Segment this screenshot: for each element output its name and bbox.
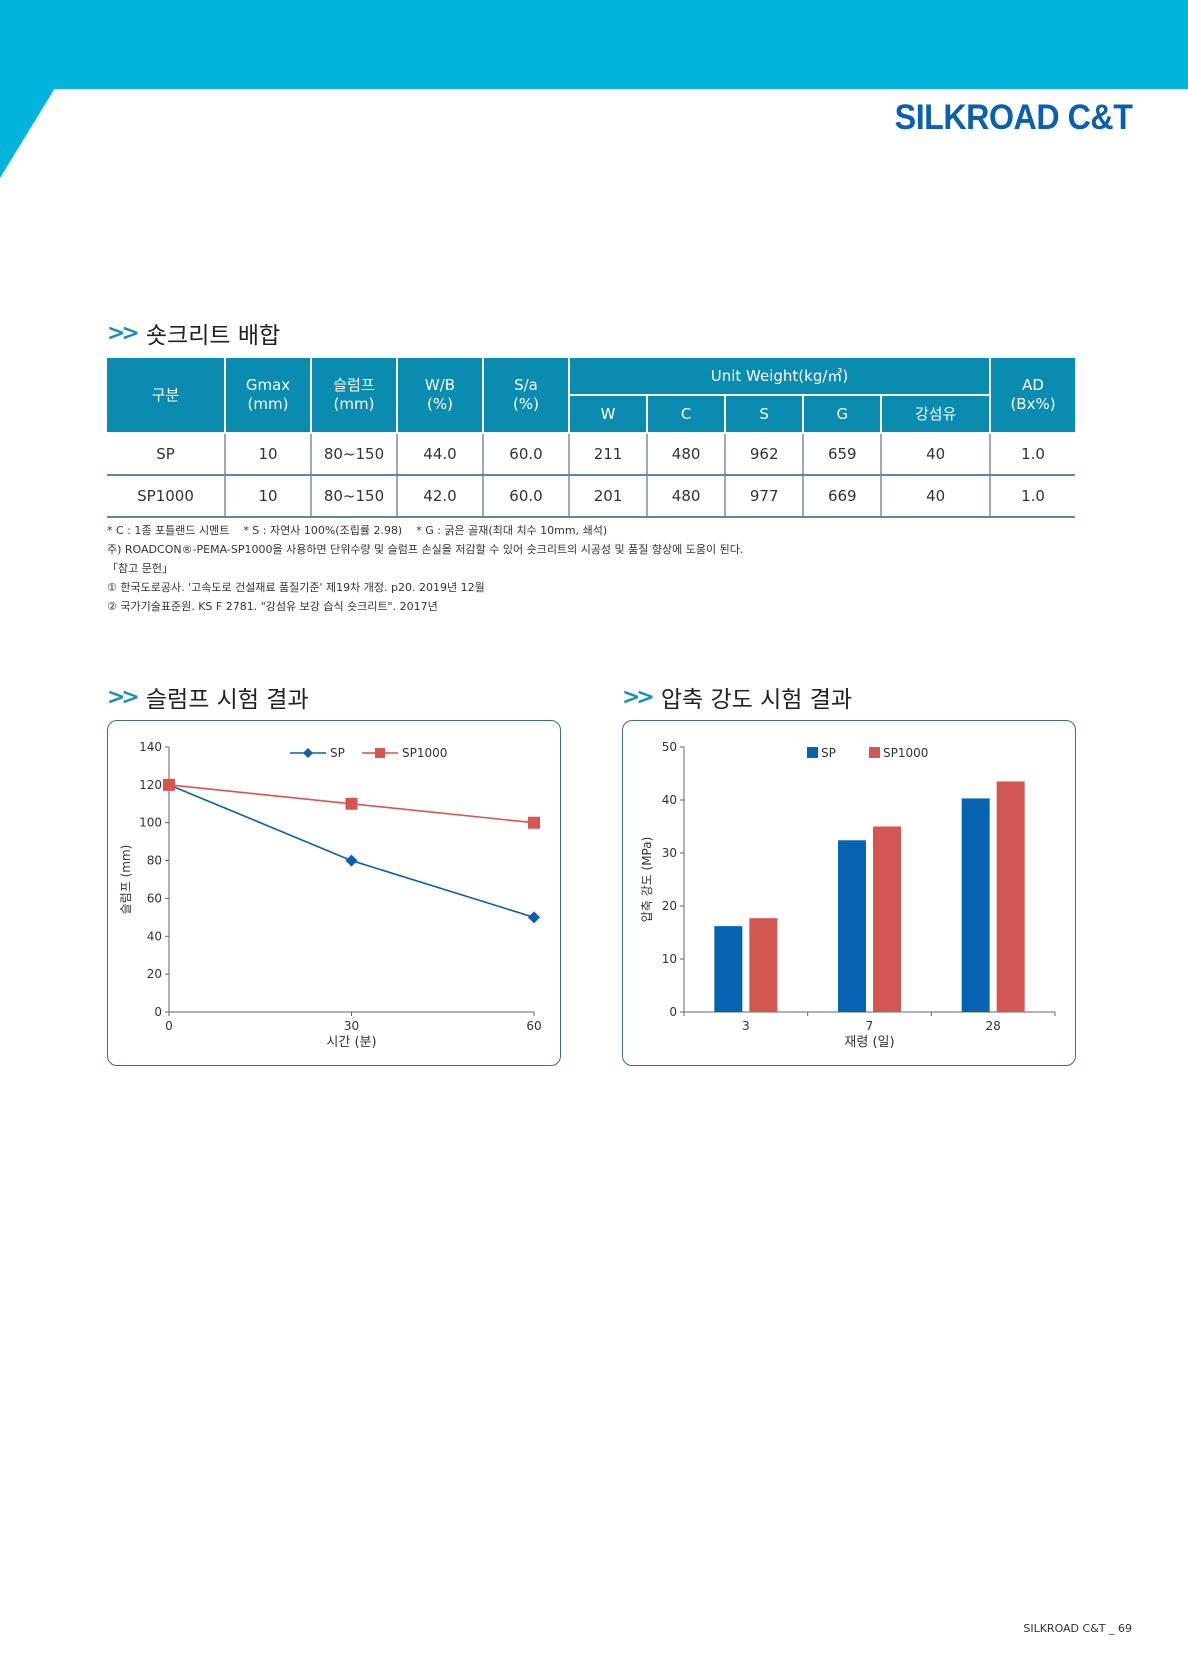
svg-text:0: 0 — [165, 1019, 173, 1033]
svg-text:0: 0 — [154, 1005, 162, 1019]
header-c: C — [646, 394, 727, 434]
header-ad: AD (Bx%) — [989, 356, 1075, 434]
svg-text:SP: SP — [330, 746, 345, 760]
svg-text:20: 20 — [147, 967, 162, 981]
mix-section-title: >> 숏크리트 배합 — [107, 320, 281, 350]
svg-text:7: 7 — [866, 1019, 874, 1033]
strength-chart: 0 10 20 30 40 50 3 7 28 재령 (일) 압축 강도 (MPa) SP SP1000 — [622, 720, 1076, 1066]
note-line: * C : 1종 포틀랜드 시멘트 * S : 자연사 100%(조립률 2.9… — [107, 524, 608, 537]
header-category: 구분 — [107, 356, 226, 434]
svg-text:압축 강도 (MPa): 압축 강도 (MPa) — [640, 837, 654, 923]
svg-text:10: 10 — [662, 952, 677, 966]
svg-text:60: 60 — [147, 891, 162, 905]
svg-text:50: 50 — [662, 740, 677, 754]
chevron-double-right-icon: >> — [622, 684, 655, 710]
svg-text:120: 120 — [139, 778, 162, 792]
slump-line-chart-svg: 0 20 40 60 80 100 120 140 0 30 60 시간 (분) 슬럼프 (mm) SP S… — [119, 740, 542, 1050]
svg-text:SP1000: SP1000 — [883, 746, 928, 760]
svg-text:40: 40 — [662, 793, 677, 807]
note-line: 「참고 문헌」 — [107, 562, 173, 575]
note-line: ② 국가기술표준원. KS F 2781. "강섬유 보강 습식 숏크리트". … — [107, 600, 438, 613]
svg-text:40: 40 — [147, 929, 162, 943]
slump-section-title: >> 슬럼프 시험 결과 — [107, 684, 309, 714]
header-wb: W/B (%) — [396, 356, 484, 434]
svg-text:20: 20 — [662, 899, 677, 913]
header-slant — [0, 88, 55, 178]
table-row: SP1000 10 80~150 42.0 60.0 201 480 977 6… — [107, 475, 1075, 518]
note-line: ① 한국도로공사. '고속도로 건설재료 품질기준' 제19차 개정. p20.… — [107, 581, 485, 594]
svg-text:SP: SP — [821, 746, 836, 760]
header-fiber: 강섬유 — [880, 394, 991, 434]
brand-logo: SILKROAD C&T — [894, 98, 1132, 137]
header-sa: S/a (%) — [482, 356, 570, 434]
header-band — [0, 0, 1188, 89]
svg-text:30: 30 — [344, 1019, 359, 1033]
slump-chart: 0 20 40 60 80 100 120 140 0 30 60 시간 (분) 슬럼프 (mm) SP S… — [107, 720, 561, 1066]
strength-bar-chart-svg: 0 10 20 30 40 50 3 7 28 재령 (일) 압축 강도 (MPa) SP SP1000 — [640, 740, 1056, 1050]
note-line: 주) ROADCON®-PEMA-SP1000을 사용하면 단위수량 및 슬럼프… — [107, 543, 744, 556]
svg-text:28: 28 — [986, 1019, 1001, 1033]
page-footer: SILKROAD C&T _ 69 — [1023, 1622, 1132, 1635]
chevron-double-right-icon: >> — [107, 320, 140, 346]
svg-text:재령 (일): 재령 (일) — [844, 1035, 894, 1050]
mix-table: 구분 Gmax (mm) 슬럼프 (mm) W/B (%) S/a (%) Unit W… — [107, 356, 1075, 518]
chevron-double-right-icon: >> — [107, 684, 140, 710]
header-s: S — [724, 394, 805, 434]
svg-text:140: 140 — [139, 740, 162, 754]
table-notes: * C : 1종 포틀랜드 시멘트 * S : 자연사 100%(조립률 2.9… — [107, 521, 743, 616]
table-row: SP 10 80~150 44.0 60.0 211 480 962 659 4… — [107, 433, 1075, 476]
svg-text:0: 0 — [669, 1005, 677, 1019]
svg-text:100: 100 — [139, 816, 162, 830]
svg-text:3: 3 — [742, 1019, 750, 1033]
svg-text:80: 80 — [147, 854, 162, 868]
header-unit-weight: Unit Weight(kg/㎥) — [568, 356, 991, 396]
svg-text:시간 (분): 시간 (분) — [326, 1035, 376, 1050]
svg-text:SP1000: SP1000 — [402, 746, 447, 760]
header-slump: 슬럼프 (mm) — [310, 356, 398, 434]
svg-text:30: 30 — [662, 846, 677, 860]
svg-text:슬럼프 (mm): 슬럼프 (mm) — [119, 845, 133, 915]
header-g: G — [802, 394, 883, 434]
header-gmax: Gmax (mm) — [224, 356, 312, 434]
strength-section-title: >> 압축 강도 시험 결과 — [622, 684, 853, 714]
svg-text:60: 60 — [526, 1019, 541, 1033]
header-w: W — [569, 394, 649, 434]
